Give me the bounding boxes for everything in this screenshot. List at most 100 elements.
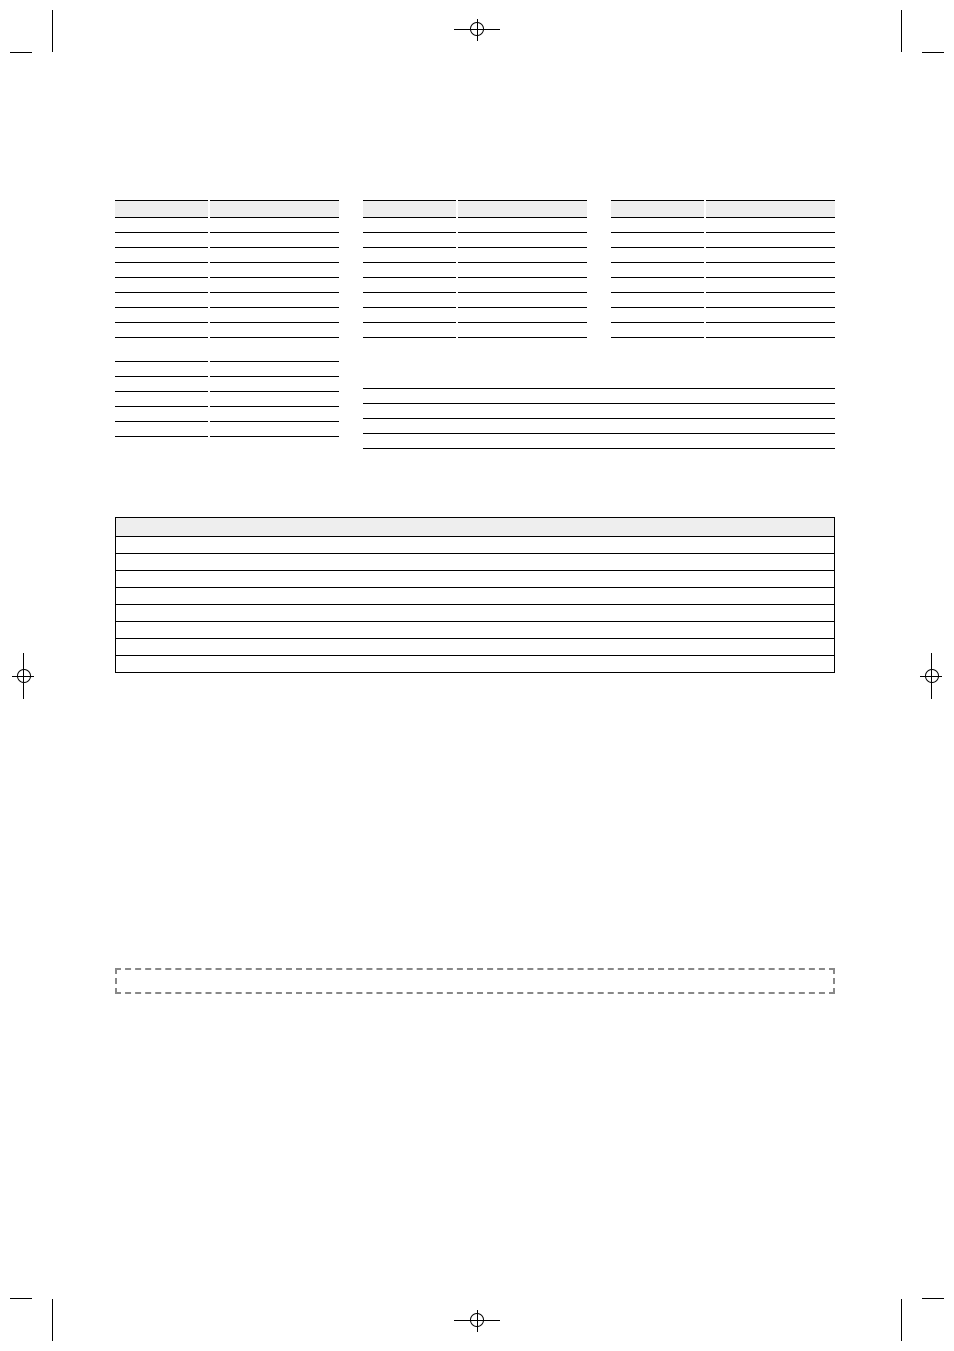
table-cell: [363, 233, 457, 248]
table-cell: [115, 278, 209, 293]
table-row: [116, 570, 835, 587]
ruled-lines: [363, 374, 835, 449]
table-header: [611, 201, 705, 218]
table-cell: [209, 323, 339, 338]
table-cell: [457, 233, 587, 248]
rule-line: [363, 374, 835, 389]
table-cell: [115, 218, 209, 233]
table-cell: [363, 218, 457, 233]
crop-mark: [52, 10, 53, 52]
table-cell: [115, 233, 209, 248]
mini-table-1: [115, 200, 339, 338]
mini-table-1-extra: [115, 346, 339, 437]
table-cell: [363, 323, 457, 338]
table-cell: [209, 376, 339, 391]
registration-mark-icon: [15, 653, 31, 699]
mini-table-3: [611, 200, 835, 338]
rule-line: [363, 389, 835, 404]
table-cell: [209, 391, 339, 406]
table-cell: [209, 406, 339, 421]
table-cell: [115, 421, 209, 436]
table-cell: [363, 278, 457, 293]
table-cell: [705, 323, 835, 338]
table-cell: [611, 218, 705, 233]
table-cell: [611, 278, 705, 293]
table-cell: [705, 308, 835, 323]
crop-mark: [922, 1298, 944, 1299]
crop-mark: [922, 52, 944, 53]
crop-mark: [10, 1298, 32, 1299]
table-cell: [363, 308, 457, 323]
table-header: [363, 201, 457, 218]
table-cell: [705, 293, 835, 308]
table-cell: [115, 346, 209, 361]
table-cell: [209, 293, 339, 308]
table-cell: [115, 323, 209, 338]
registration-mark-icon: [454, 22, 500, 38]
registration-mark-icon: [454, 1313, 500, 1329]
table-cell: [611, 293, 705, 308]
table-cell: [115, 308, 209, 323]
table-cell: [611, 308, 705, 323]
mini-tables-row: [115, 200, 835, 338]
table-cell: [457, 323, 587, 338]
table-cell: [209, 308, 339, 323]
table-cell: [209, 421, 339, 436]
table-cell: [115, 248, 209, 263]
table-header: [705, 201, 835, 218]
table-cell: [115, 293, 209, 308]
table-cell: [705, 278, 835, 293]
rule-line: [363, 404, 835, 419]
table-cell: [209, 218, 339, 233]
registration-mark-icon: [923, 653, 939, 699]
table-row: [116, 604, 835, 621]
table-cell: [209, 263, 339, 278]
table-cell: [457, 263, 587, 278]
table-cell: [209, 278, 339, 293]
table-row: [116, 621, 835, 638]
table-row: [116, 655, 835, 672]
table-cell: [209, 346, 339, 361]
full-width-table: [115, 517, 835, 673]
full-table-wrap: [115, 517, 835, 673]
table-cell: [115, 263, 209, 278]
table-cell: [457, 248, 587, 263]
table-row: [116, 536, 835, 553]
table-cell: [115, 406, 209, 421]
table-cell: [611, 263, 705, 278]
rule-line: [363, 434, 835, 449]
table-cell: [611, 233, 705, 248]
table-cell: [363, 248, 457, 263]
table-cell: [611, 248, 705, 263]
table-cell: [363, 293, 457, 308]
table-row: [116, 638, 835, 655]
table-cell: [705, 233, 835, 248]
table-cell: [611, 323, 705, 338]
table-header: [116, 517, 835, 536]
rule-line: [363, 419, 835, 434]
table-cell: [457, 293, 587, 308]
table-row: [116, 587, 835, 604]
crop-mark: [10, 52, 32, 53]
page-content: [115, 200, 835, 673]
table-cell: [209, 248, 339, 263]
crop-mark: [901, 1299, 902, 1341]
table-header: [115, 201, 209, 218]
table-cell: [209, 233, 339, 248]
crop-mark: [52, 1299, 53, 1341]
table-cell: [115, 361, 209, 376]
table-cell: [457, 278, 587, 293]
mini-table-2: [363, 200, 587, 338]
crop-mark: [901, 10, 902, 52]
table-row: [116, 553, 835, 570]
table-cell: [705, 248, 835, 263]
table-header: [209, 201, 339, 218]
table-cell: [457, 218, 587, 233]
table-header: [457, 201, 587, 218]
table-cell: [457, 308, 587, 323]
table-cell: [209, 361, 339, 376]
table-cell: [705, 263, 835, 278]
table-cell: [115, 376, 209, 391]
dashed-box: [115, 968, 835, 994]
table-cell: [705, 218, 835, 233]
